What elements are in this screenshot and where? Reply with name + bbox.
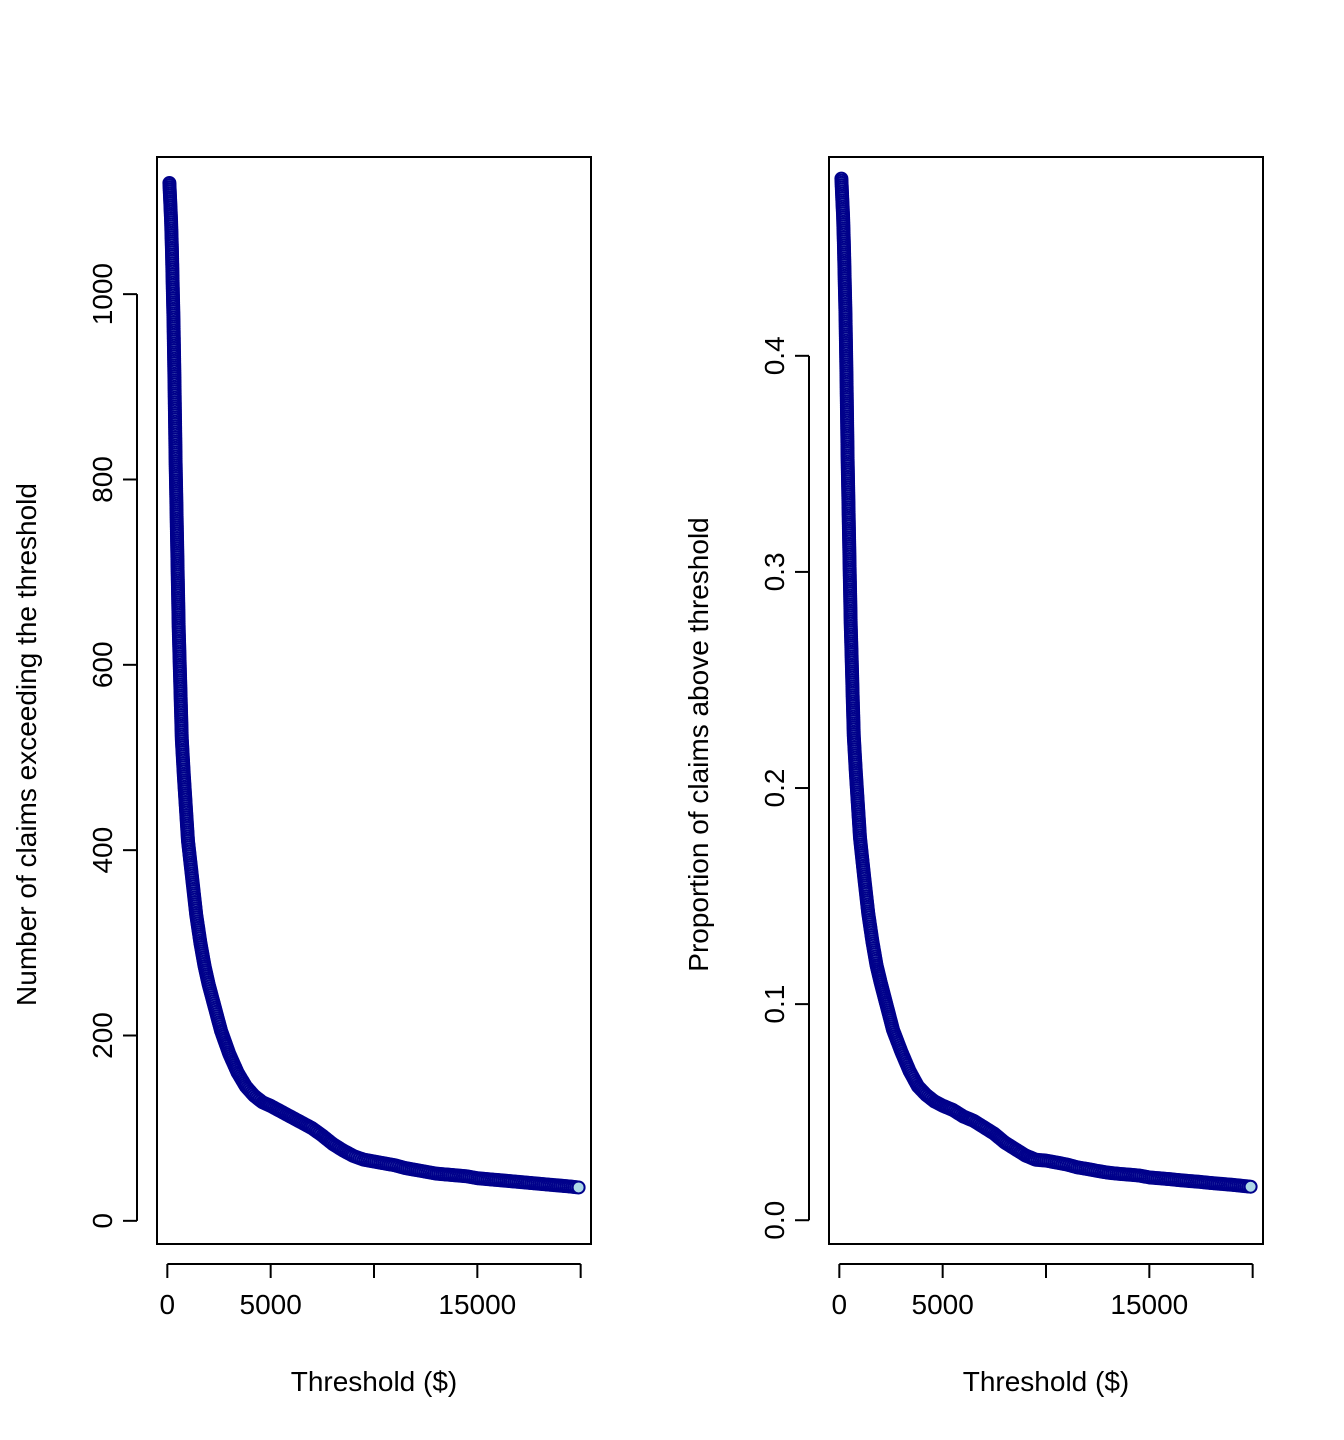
- y-tick-label: 400: [87, 827, 118, 874]
- data-series: [834, 171, 1258, 1194]
- data-point: [1243, 1179, 1258, 1194]
- left-panel-claims-count: 0 5000 15000 0 200 400 600 800 1000 Threshold ($)…: [11, 156, 592, 1397]
- y-axis-title: Proportion of claims above threshold: [683, 517, 714, 971]
- plot-frame: [156, 156, 592, 1245]
- y-tick-label: 800: [87, 456, 118, 503]
- data-point: [571, 1180, 586, 1195]
- y-tick-label: 600: [87, 641, 118, 688]
- y-axis-title: Number of claims exceeding the threshold: [11, 483, 42, 1006]
- y-tick-label: 0.1: [759, 985, 790, 1024]
- x-tick-label: 0: [160, 1289, 176, 1320]
- y-tick-label: 0: [87, 1213, 118, 1229]
- right-panel-claims-proportion: 0 5000 15000 0.0 0.1 0.2 0.3 0.4 Threshold ($) Pr…: [683, 156, 1264, 1397]
- y-tick-label: 0.4: [759, 336, 790, 375]
- y-tick-label: 1000: [87, 263, 118, 325]
- x-tick-label: 5000: [912, 1289, 974, 1320]
- y-tick-label: 0.2: [759, 769, 790, 808]
- plot-frame: [828, 156, 1264, 1245]
- y-tick-label: 200: [87, 1012, 118, 1059]
- x-tick-label: 0: [832, 1289, 848, 1320]
- y-tick-label: 0.3: [759, 552, 790, 591]
- x-tick-label: 15000: [438, 1289, 516, 1320]
- y-tick-label: 0.0: [759, 1201, 790, 1240]
- x-axis-title: Threshold ($): [963, 1366, 1130, 1397]
- x-axis-title: Threshold ($): [291, 1366, 458, 1397]
- data-series: [162, 175, 586, 1195]
- x-tick-label: 5000: [240, 1289, 302, 1320]
- x-tick-label: 15000: [1110, 1289, 1188, 1320]
